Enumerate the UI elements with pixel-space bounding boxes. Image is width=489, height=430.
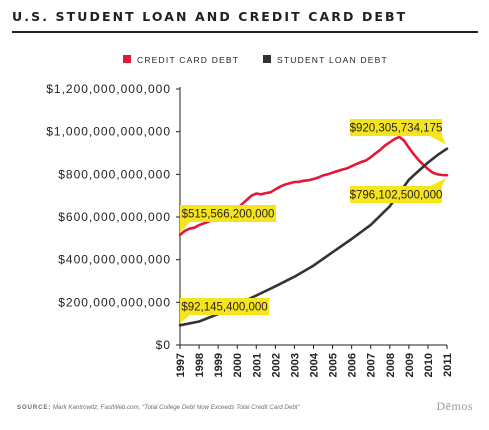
callouts: $515,566,200,000 $92,145,400,000 $920,305,… <box>180 119 446 324</box>
x-tick-label: 2005 <box>328 353 340 377</box>
source-note: SOURCE: Mark Kantrowitz, FastWeb.com, “T… <box>17 404 300 411</box>
y-tick-label: $1,000,000,000,000 <box>46 125 171 139</box>
callout-pointer <box>180 222 190 234</box>
x-tick-label: 2003 <box>289 353 301 377</box>
x-axis-ticks: 1997 1998 1999 2000 2001 2002 2003 2004 2005 2006… <box>175 345 454 377</box>
y-tick-label: $0 <box>156 338 171 352</box>
callout-label: $515,566,200,000 <box>182 209 275 221</box>
chart-title: U.S. STUDENT LOAN AND CREDIT CARD DEBT <box>12 9 408 24</box>
x-tick-label: 2008 <box>385 353 397 377</box>
x-tick-label: 2009 <box>404 353 416 377</box>
x-tick-label: 1997 <box>175 353 187 377</box>
y-tick-label: $200,000,000,000 <box>58 295 171 309</box>
legend: CREDIT CARD DEBT STUDENT LOAN DEBT <box>123 55 388 65</box>
source-author: Mark Kantrowitz, FastWeb.com, <box>52 404 143 411</box>
x-tick-label: 2002 <box>270 353 282 377</box>
callout-box <box>350 186 442 203</box>
y-tick-label: $600,000,000,000 <box>58 210 171 224</box>
y-tick-label: $400,000,000,000 <box>58 253 171 267</box>
callout-label: $796,102,500,000 <box>350 190 443 202</box>
x-tick-label: 1998 <box>194 353 206 377</box>
title-rule <box>12 31 478 33</box>
x-tick-label: 2010 <box>423 353 435 377</box>
legend-label-1: STUDENT LOAN DEBT <box>277 55 388 65</box>
y-tick-label: $1,200,000,000,000 <box>46 82 171 96</box>
legend-label-0: CREDIT CARD DEBT <box>137 55 239 65</box>
callout-box <box>180 298 269 315</box>
source-label: SOURCE: <box>17 404 52 411</box>
x-tick-label: 2007 <box>366 353 378 377</box>
callout-box <box>180 205 276 222</box>
brand-logo: Dēmos <box>436 399 473 413</box>
x-tick-label: 2001 <box>251 353 263 377</box>
callout-box <box>350 119 442 136</box>
callout-pointer <box>430 136 446 145</box>
series-lines <box>178 135 449 327</box>
legend-swatch-1 <box>263 55 271 63</box>
callout-label: $920,305,734,175 <box>350 123 443 135</box>
y-axis-ticks: $0 $200,000,000,000 $400,000,000,000 $600,0… <box>46 82 180 352</box>
x-tick-label: 2006 <box>347 353 359 377</box>
x-tick-label: 2000 <box>232 353 244 377</box>
x-tick-label: 2011 <box>442 353 454 377</box>
callout-pointer <box>180 315 190 324</box>
x-tick-label: 1999 <box>213 353 225 377</box>
callout-label: $92,145,400,000 <box>181 302 267 314</box>
callout-pointer <box>430 178 446 186</box>
y-tick-label: $800,000,000,000 <box>58 167 171 181</box>
x-tick-label: 2004 <box>309 352 321 377</box>
source-title: “Total College Debt Now Exceeds Total Cr… <box>142 404 300 411</box>
legend-swatch-0 <box>123 55 131 63</box>
